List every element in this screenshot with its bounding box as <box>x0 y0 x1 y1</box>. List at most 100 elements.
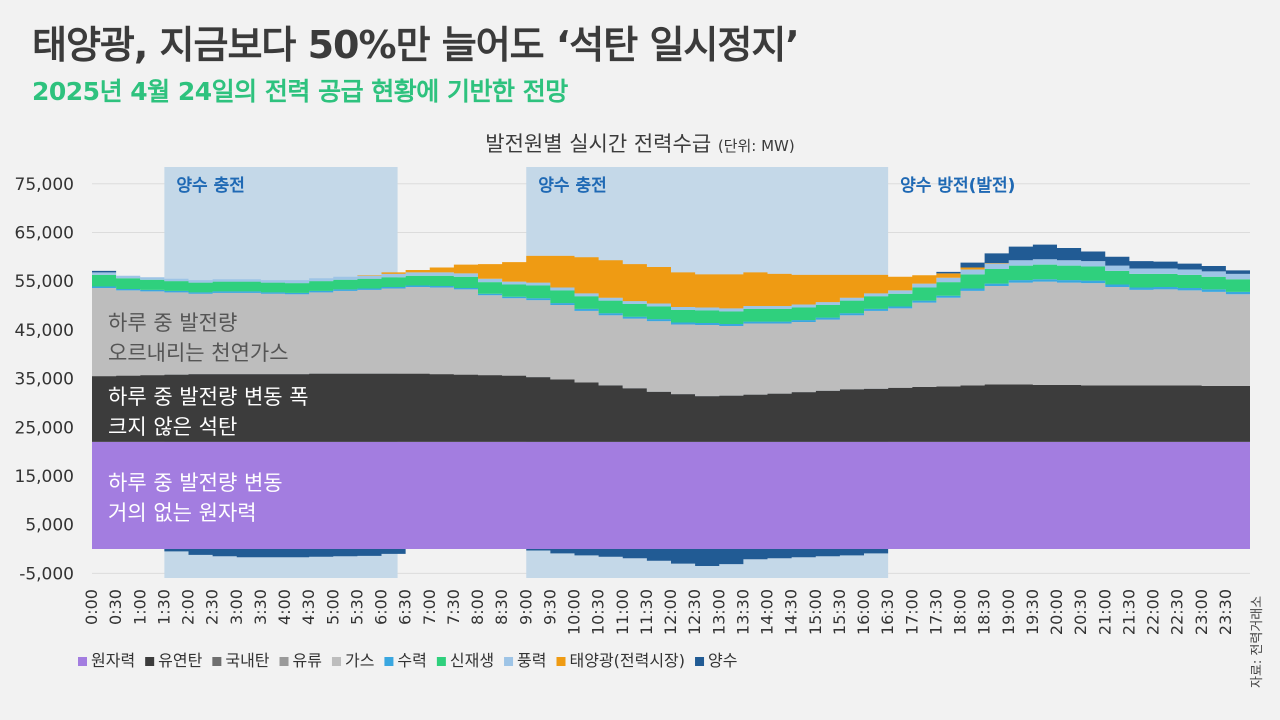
legend-label: 수력 <box>397 651 426 670</box>
x-tick-label: 10:30 <box>589 589 608 635</box>
x-tick-label: 11:30 <box>637 589 656 635</box>
chart-title-text: 발전원별 실시간 전력수급 <box>485 132 712 156</box>
legend-item: 국내탄 <box>212 651 270 670</box>
legend-swatch <box>504 657 514 666</box>
legend-label: 원자력 <box>91 651 135 670</box>
annotation-유연탄: 크지 않은 석탄 <box>108 415 237 439</box>
legend-label: 유연탄 <box>158 651 202 670</box>
subheadline: 2025년 4월 24일의 전력 공급 현황에 기반한 전망 <box>32 77 568 106</box>
legend-swatch <box>279 657 289 666</box>
legend-item: 유류 <box>279 651 322 670</box>
legend-label: 풍력 <box>517 651 546 670</box>
x-tick-label: 4:30 <box>299 589 318 625</box>
x-tick-label: 14:30 <box>782 589 801 635</box>
x-tick-label: 22:30 <box>1168 589 1187 635</box>
legend-swatch <box>145 657 155 666</box>
y-tick-label: -5,000 <box>19 564 74 584</box>
x-tick-label: 2:30 <box>203 589 222 625</box>
legend-label: 국내탄 <box>225 651 269 670</box>
x-tick-label: 8:30 <box>492 589 511 625</box>
legend-label: 양수 <box>708 651 737 670</box>
x-tick-label: 6:00 <box>372 589 391 625</box>
area-양수-negative <box>92 549 1250 567</box>
x-tick-label: 18:00 <box>951 589 970 635</box>
legend-label: 유류 <box>293 651 322 670</box>
x-tick-label: 5:00 <box>323 589 342 625</box>
annotation-원자력: 하루 중 발전량 변동 <box>108 471 283 495</box>
legend-swatch <box>384 657 394 666</box>
y-tick-label: 35,000 <box>15 370 74 390</box>
legend-item: 풍력 <box>504 651 547 670</box>
x-tick-label: 1:00 <box>130 589 149 625</box>
legend-item: 유연탄 <box>145 651 203 670</box>
legend-item: 신재생 <box>436 651 494 670</box>
x-tick-label: 21:00 <box>1095 589 1114 635</box>
x-tick-label: 15:00 <box>806 589 825 635</box>
x-tick-label: 12:30 <box>685 589 704 635</box>
legend-label: 신재생 <box>450 651 494 670</box>
x-tick-label: 21:30 <box>1119 589 1138 635</box>
x-tick-label: 17:30 <box>926 589 945 635</box>
legend-item: 양수 <box>695 651 737 670</box>
x-tick-label: 17:00 <box>902 589 921 635</box>
x-tick-label: 18:30 <box>975 589 994 635</box>
headline: 태양광, 지금보다 50%만 늘어도 ‘석탄 일시정지’ <box>32 23 800 67</box>
y-tick-label: 75,000 <box>15 175 74 195</box>
x-tick-label: 2:00 <box>179 589 198 625</box>
x-tick-label: 20:30 <box>1071 589 1090 635</box>
legend-label: 가스 <box>345 651 374 670</box>
legend-swatch <box>78 657 87 666</box>
x-tick-label: 19:00 <box>999 589 1018 635</box>
y-tick-label: 5,000 <box>25 516 74 536</box>
x-tick-label: 11:00 <box>613 589 632 635</box>
x-tick-label: 22:00 <box>1144 589 1163 635</box>
x-tick-label: 0:30 <box>106 589 125 625</box>
area-가스 <box>92 281 1250 397</box>
legend-swatch <box>331 657 341 666</box>
x-tick-label: 16:00 <box>854 589 873 635</box>
x-tick-label: 3:00 <box>227 589 246 625</box>
chart-unit: (단위: MW) <box>717 137 795 155</box>
x-tick-label: 10:00 <box>565 589 584 635</box>
area-태양광(전력시장) <box>92 255 1250 309</box>
x-tick-label: 23:00 <box>1192 589 1211 635</box>
y-tick-label: 45,000 <box>15 321 74 341</box>
x-tick-label: 13:00 <box>709 589 728 635</box>
annotation-가스: 오르내리는 천연가스 <box>108 341 289 365</box>
x-tick-label: 7:30 <box>444 589 463 625</box>
x-tick-label: 20:00 <box>1047 589 1066 635</box>
x-tick-label: 19:30 <box>1023 589 1042 635</box>
x-tick-label: 16:30 <box>878 589 897 635</box>
x-tick-label: 1:30 <box>154 589 173 625</box>
x-tick-label: 6:30 <box>396 589 415 625</box>
pump-period-label: 양수 충전 <box>538 176 606 196</box>
y-tick-label: 55,000 <box>15 272 74 292</box>
x-tick-label: 3:30 <box>251 589 270 625</box>
y-tick-label: 25,000 <box>15 418 74 438</box>
legend-item: 가스 <box>331 651 374 670</box>
legend-item: 원자력 <box>78 651 135 670</box>
x-tick-label: 9:30 <box>540 589 559 625</box>
area-원자력 <box>92 441 1250 549</box>
annotation-원자력: 거의 없는 원자력 <box>108 501 257 525</box>
x-tick-label: 4:00 <box>275 589 294 625</box>
legend-swatch <box>436 657 446 666</box>
x-tick-label: 8:00 <box>468 589 487 625</box>
pump-period-label: 양수 방전(발전) <box>900 176 1015 196</box>
x-tick-label: 13:30 <box>733 589 752 635</box>
x-tick-label: 0:00 <box>82 589 101 625</box>
x-tick-label: 5:30 <box>347 589 366 625</box>
area-유연탄 <box>92 373 1250 442</box>
x-tick-label: 9:00 <box>516 589 535 625</box>
chart-title: 발전원별 실시간 전력수급 (단위: MW) <box>0 128 1280 158</box>
y-tick-label: 15,000 <box>15 467 74 487</box>
legend-item: 태양광(전력시장) <box>556 651 686 670</box>
pump-period-label: 양수 충전 <box>176 176 244 196</box>
y-tick-label: 65,000 <box>15 223 74 243</box>
legend-label: 태양광(전력시장) <box>570 651 686 670</box>
x-tick-label: 15:30 <box>830 589 849 635</box>
legend-swatch <box>212 657 222 666</box>
x-tick-label: 7:00 <box>420 589 439 625</box>
source-note: 자료: 전력거래소 <box>1250 595 1265 688</box>
